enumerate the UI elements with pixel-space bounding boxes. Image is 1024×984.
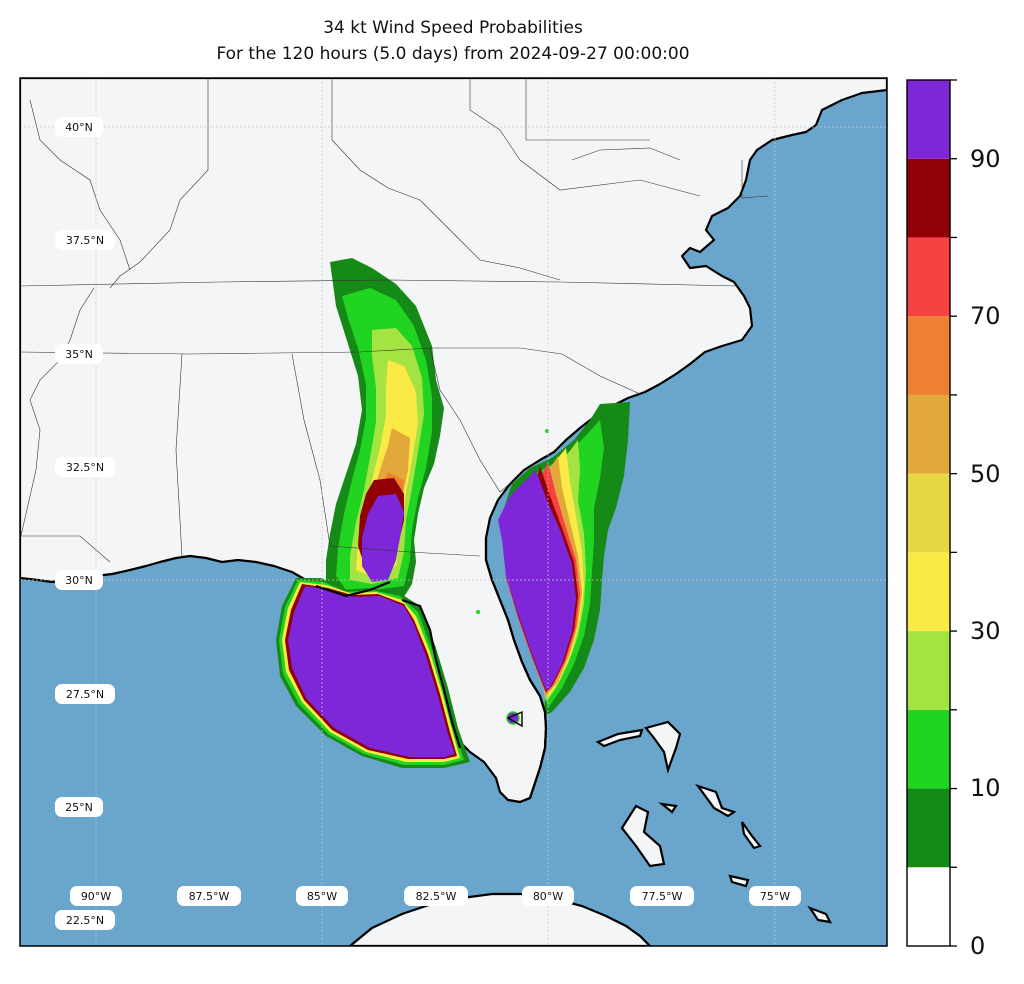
colorbar-tick-label: 10 (970, 774, 1001, 802)
lon-label-text: 75°W (760, 890, 790, 903)
colorbar-frame (906, 79, 951, 947)
lon-label-text: 82.5°W (416, 890, 457, 903)
map-area: 40°N 37.5°N 35°N 32.5°N 30°N 27.5°N (20, 78, 887, 946)
lat-label-text: 32.5°N (66, 461, 104, 474)
lat-label-text: 40°N (65, 121, 93, 134)
colorbar-tick-label: 50 (970, 460, 1001, 488)
graticule (20, 78, 887, 946)
lake-okeechobee (506, 710, 523, 728)
longitude-labels: 90°W 87.5°W 85°W 82.5°W 80°W 77.5°W (70, 886, 801, 906)
lon-label: 85°W (296, 886, 348, 906)
colorbar-bin (907, 237, 950, 317)
latitude-labels: 40°N 37.5°N 35°N 32.5°N 30°N 27.5°N (55, 117, 115, 930)
chart-subtitle: For the 120 hours (5.0 days) from 2024-0… (216, 44, 690, 64)
lon-label: 90°W (70, 886, 122, 906)
lon-label: 82.5°W (404, 886, 468, 906)
lat-label: 35°N (55, 344, 103, 364)
lat-label-text: 37.5°N (66, 234, 104, 247)
bahamas (595, 720, 832, 924)
gulf-probability-swath (276, 258, 470, 768)
lon-label: 77.5°W (630, 886, 694, 906)
colorbar-bin (907, 80, 950, 159)
lon-label: 75°W (749, 886, 801, 906)
lat-label: 22.5°N (55, 910, 115, 930)
lat-label: 32.5°N (55, 457, 115, 477)
lon-label: 87.5°W (177, 886, 241, 906)
chart-title: 34 kt Wind Speed Probabilities (323, 18, 583, 38)
map-frame (19, 77, 888, 947)
colorbar-tick-label: 90 (970, 145, 1001, 173)
lat-label-text: 30°N (65, 574, 93, 587)
colorbar-bin (907, 316, 950, 395)
colorbar-bin (907, 631, 950, 710)
lon-label: 80°W (522, 886, 574, 906)
lat-label-text: 25°N (65, 801, 93, 814)
lon-label-text: 87.5°W (189, 890, 230, 903)
lon-label-text: 80°W (533, 890, 563, 903)
colorbar-bin (907, 394, 950, 474)
lat-label: 30°N (55, 570, 103, 590)
lat-label: 37.5°N (55, 230, 115, 250)
colorbar-tick-label: 70 (970, 302, 1001, 330)
colorbar (907, 80, 950, 946)
gulf-max-probability (288, 586, 455, 757)
lat-label: 25°N (55, 797, 103, 817)
lat-label-text: 35°N (65, 348, 93, 361)
lon-label-text: 90°W (81, 890, 111, 903)
colorbar-bin (907, 709, 950, 789)
colorbar-bin (907, 552, 950, 632)
lat-label-text: 22.5°N (66, 914, 104, 927)
florida-coastline (484, 538, 548, 804)
colorbar-bin (907, 788, 950, 868)
colorbar-bin (907, 473, 950, 553)
colorbar-bin (907, 158, 950, 238)
lon-label-text: 77.5°W (642, 890, 683, 903)
lat-label-text: 27.5°N (66, 688, 104, 701)
lon-label-text: 85°W (307, 890, 337, 903)
colorbar-ticks (950, 79, 957, 947)
colorbar-tick-label: 0 (970, 932, 986, 960)
state-borders (20, 78, 769, 563)
colorbar-bin (907, 867, 950, 946)
lat-label: 40°N (55, 117, 103, 137)
colorbar-tick-label: 30 (970, 617, 1001, 645)
lat-label: 27.5°N (55, 684, 115, 704)
